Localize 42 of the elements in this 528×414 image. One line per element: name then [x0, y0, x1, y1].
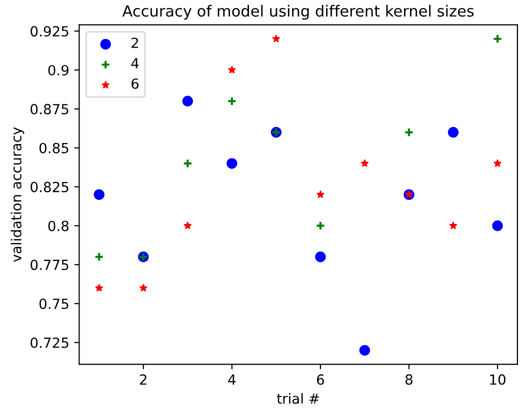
point — [182, 96, 194, 106]
point — [182, 158, 192, 168]
point — [94, 252, 104, 262]
point — [227, 96, 237, 106]
y-tick-label: 0.775 — [30, 260, 68, 270]
y-tick-label: 0.825 — [30, 182, 68, 192]
point — [184, 222, 192, 230]
y-tick-label: 0.875 — [30, 104, 68, 114]
point — [492, 220, 503, 232]
point — [315, 252, 326, 262]
point — [448, 126, 459, 138]
y-tick-label: 0.85 — [39, 142, 68, 154]
x-tick-label: 10 — [490, 374, 506, 385]
point — [316, 190, 324, 198]
y-tick-label: 0.75 — [39, 298, 68, 310]
chart-title: Accuracy of model using different kernel sizes — [122, 4, 474, 20]
point — [359, 344, 370, 356]
legend-label: 2 — [132, 38, 138, 48]
point — [140, 284, 148, 292]
point — [404, 127, 414, 138]
x-tick-label: 2 — [140, 374, 146, 385]
y-tick-label: 0.9 — [48, 64, 68, 76]
x-tick-label: 4 — [228, 374, 236, 385]
point — [228, 66, 236, 74]
point — [492, 34, 502, 44]
x-axis-title: trial # — [276, 393, 319, 404]
y-tick-label: 0.725 — [30, 337, 68, 348]
point — [272, 34, 280, 42]
x-tick-label: 8 — [406, 374, 412, 385]
y-tick-label: 0.8 — [48, 220, 69, 232]
point — [449, 222, 458, 230]
point — [94, 189, 104, 200]
point — [360, 159, 369, 167]
legend-label: 4 — [131, 58, 139, 68]
point — [316, 220, 326, 231]
y-tick-label: 0.925 — [30, 26, 68, 37]
point — [494, 159, 502, 167]
point — [226, 158, 238, 169]
point — [95, 284, 103, 292]
y-axis-title: validation accuracy — [10, 127, 24, 262]
legend-label: 6 — [132, 78, 139, 89]
x-tick-label: 6 — [317, 374, 324, 385]
